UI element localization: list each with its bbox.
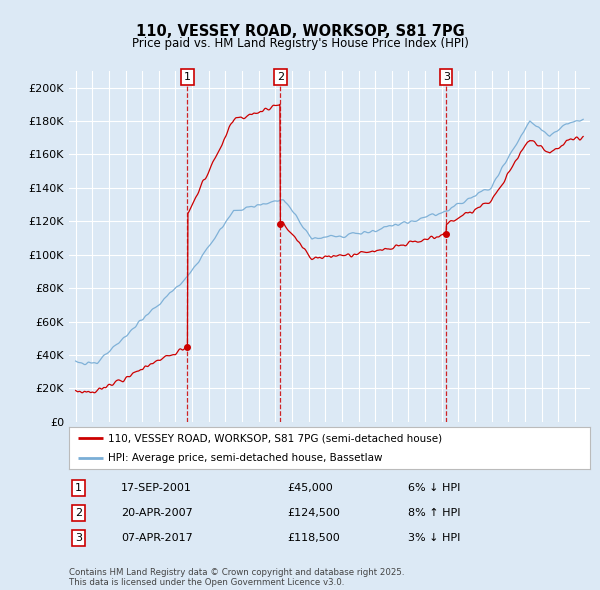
Text: 3: 3 <box>443 72 450 82</box>
Text: 3% ↓ HPI: 3% ↓ HPI <box>407 533 460 543</box>
Text: 1: 1 <box>75 483 82 493</box>
Text: 110, VESSEY ROAD, WORKSOP, S81 7PG (semi-detached house): 110, VESSEY ROAD, WORKSOP, S81 7PG (semi… <box>108 433 442 443</box>
Text: Price paid vs. HM Land Registry's House Price Index (HPI): Price paid vs. HM Land Registry's House … <box>131 37 469 50</box>
Text: £124,500: £124,500 <box>288 508 341 517</box>
Text: 1: 1 <box>184 72 191 82</box>
Text: £118,500: £118,500 <box>288 533 340 543</box>
Text: 20-APR-2007: 20-APR-2007 <box>121 508 193 517</box>
Text: 2: 2 <box>75 508 82 517</box>
Text: 6% ↓ HPI: 6% ↓ HPI <box>407 483 460 493</box>
Text: 17-SEP-2001: 17-SEP-2001 <box>121 483 192 493</box>
Text: 2: 2 <box>277 72 284 82</box>
Text: 07-APR-2017: 07-APR-2017 <box>121 533 193 543</box>
Text: 8% ↑ HPI: 8% ↑ HPI <box>407 508 460 517</box>
Text: 3: 3 <box>75 533 82 543</box>
Text: Contains HM Land Registry data © Crown copyright and database right 2025.
This d: Contains HM Land Registry data © Crown c… <box>69 568 404 587</box>
Text: HPI: Average price, semi-detached house, Bassetlaw: HPI: Average price, semi-detached house,… <box>108 453 383 463</box>
Text: 110, VESSEY ROAD, WORKSOP, S81 7PG: 110, VESSEY ROAD, WORKSOP, S81 7PG <box>136 24 464 38</box>
Text: £45,000: £45,000 <box>288 483 334 493</box>
